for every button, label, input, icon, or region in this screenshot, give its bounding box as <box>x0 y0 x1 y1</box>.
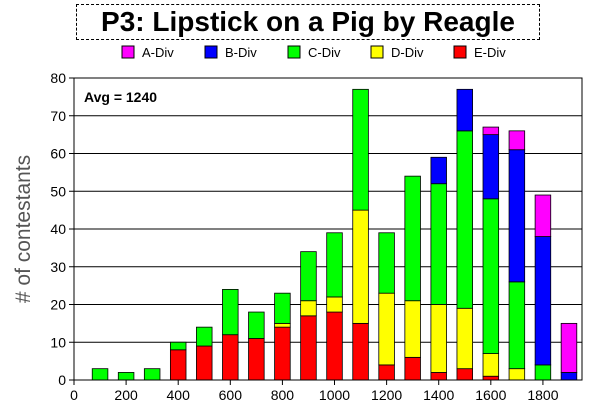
bar-segment-d-div <box>404 300 421 358</box>
y-tick-label: 0 <box>58 372 66 388</box>
x-tick-label: 200 <box>114 387 138 403</box>
bar-segment-b-div <box>508 149 526 283</box>
bar-segment-c-div <box>404 175 421 302</box>
y-tick-label: 60 <box>50 146 66 162</box>
bar-segment-a-div <box>508 130 526 151</box>
y-axis-ticks: 0 10 20 30 40 50 60 70 80 <box>50 70 74 388</box>
bar-segment-b-div <box>534 236 552 366</box>
legend-label: C-Div <box>308 45 341 60</box>
bar-segment-d-div <box>508 368 526 381</box>
bar-segment-e-div <box>248 338 265 381</box>
y-tick-label: 30 <box>50 259 66 275</box>
bar-segment-a-div <box>560 322 578 373</box>
average-annotation: Avg = 1240 <box>84 89 157 105</box>
bar-segment-c-div <box>117 372 135 381</box>
y-tick-label: 20 <box>50 297 66 313</box>
bar-segment-c-div <box>430 183 447 305</box>
bar-segment-e-div <box>196 345 213 381</box>
bar-segment-b-div <box>430 156 447 185</box>
bar-segment-c-div <box>534 364 552 381</box>
x-tick-label: 800 <box>271 387 295 403</box>
bar-segment-c-div <box>300 251 317 302</box>
y-tick-label: 70 <box>50 108 66 124</box>
bar-segment-d-div <box>378 292 395 366</box>
bar-segment-c-div <box>91 368 109 381</box>
y-tick-label: 40 <box>50 221 66 237</box>
legend-label: E-Div <box>474 45 506 60</box>
bar-segment-e-div <box>169 349 187 381</box>
y-axis-label: # of contestants <box>12 155 35 303</box>
bar-segment-c-div <box>248 311 265 339</box>
x-tick-label: 1200 <box>371 387 402 403</box>
bar-segment-c-div <box>169 341 187 351</box>
bar-segment-c-div <box>143 368 161 381</box>
bar-segment-c-div <box>274 292 291 324</box>
bar-segment-d-div <box>430 304 447 373</box>
bar-segment-c-div <box>378 232 395 294</box>
legend-label: D-Div <box>391 45 424 60</box>
x-tick-label: 400 <box>167 387 191 403</box>
bar-segment-d-div <box>352 209 369 324</box>
bar-segment-e-div <box>378 364 395 381</box>
bar-segment-e-div <box>482 375 500 381</box>
y-tick-label: 80 <box>50 70 66 86</box>
legend-label: B-Div <box>225 45 257 60</box>
x-tick-label: 600 <box>219 387 243 403</box>
x-tick-label: 1800 <box>527 387 558 403</box>
bars <box>91 88 578 381</box>
legend: A-Div B-Div C-Div D-Div E-Div <box>121 45 506 60</box>
bar-segment-d-div <box>482 353 500 377</box>
bar-segment-e-div <box>430 372 447 381</box>
bar-segment-d-div <box>326 296 343 313</box>
bar-segment-e-div <box>456 368 473 381</box>
bar-segment-c-div <box>482 198 500 354</box>
bar-segment-c-div <box>326 232 343 298</box>
x-tick-label: 0 <box>70 387 78 403</box>
bar-segment-e-div <box>222 334 239 381</box>
bar-segment-c-div <box>456 130 473 309</box>
x-tick-label: 1000 <box>319 387 350 403</box>
bar-segment-c-div <box>352 88 369 211</box>
legend-swatch <box>453 45 467 59</box>
bar-segment-e-div <box>404 356 421 381</box>
bar-segment-c-div <box>222 288 239 336</box>
y-tick-label: 50 <box>50 183 66 199</box>
chart-title: P3: Lipstick on a Pig by Reagle <box>76 4 540 40</box>
bar-segment-d-div <box>274 322 291 328</box>
legend-label: A-Div <box>142 45 174 60</box>
legend-swatch <box>370 45 384 59</box>
bar-segment-d-div <box>456 307 473 370</box>
legend-swatch <box>204 45 218 59</box>
x-tick-label: 1600 <box>475 387 506 403</box>
y-tick-label: 10 <box>50 334 66 350</box>
bar-segment-e-div <box>352 322 369 381</box>
bar-segment-e-div <box>326 311 343 381</box>
bar-segment-b-div <box>560 372 578 381</box>
legend-swatch <box>121 45 135 59</box>
bar-segment-a-div <box>482 126 500 136</box>
bar-segment-c-div <box>196 326 213 347</box>
bar-segment-e-div <box>274 326 291 381</box>
bar-segment-d-div <box>300 300 317 317</box>
bar-segment-e-div <box>300 315 317 381</box>
x-tick-label: 1400 <box>423 387 454 403</box>
bar-segment-a-div <box>534 194 552 237</box>
x-axis-ticks: 0 200 400 600 800 1000 1200 1400 1600 1800 <box>70 380 559 403</box>
bar-segment-b-div <box>456 88 473 132</box>
bar-segment-b-div <box>482 134 500 200</box>
legend-swatch <box>287 45 301 59</box>
bar-segment-c-div <box>508 281 526 370</box>
